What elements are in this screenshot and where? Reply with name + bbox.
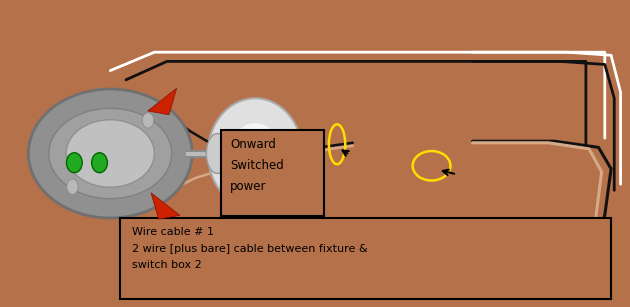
Ellipse shape [208, 98, 302, 209]
Ellipse shape [229, 123, 281, 184]
Polygon shape [147, 88, 176, 115]
Ellipse shape [206, 134, 228, 173]
Ellipse shape [92, 153, 107, 173]
FancyBboxPatch shape [220, 130, 324, 216]
Polygon shape [151, 193, 180, 219]
Ellipse shape [66, 120, 154, 187]
Text: Onward
Switched
power: Onward Switched power [230, 138, 284, 193]
Ellipse shape [28, 89, 192, 218]
Ellipse shape [66, 153, 82, 173]
Ellipse shape [142, 113, 154, 128]
FancyBboxPatch shape [120, 218, 611, 299]
Text: Wire cable # 1
2 wire [plus bare] cable between fixture &
switch box 2: Wire cable # 1 2 wire [plus bare] cable … [132, 227, 368, 270]
Ellipse shape [49, 108, 171, 199]
Ellipse shape [67, 179, 78, 194]
